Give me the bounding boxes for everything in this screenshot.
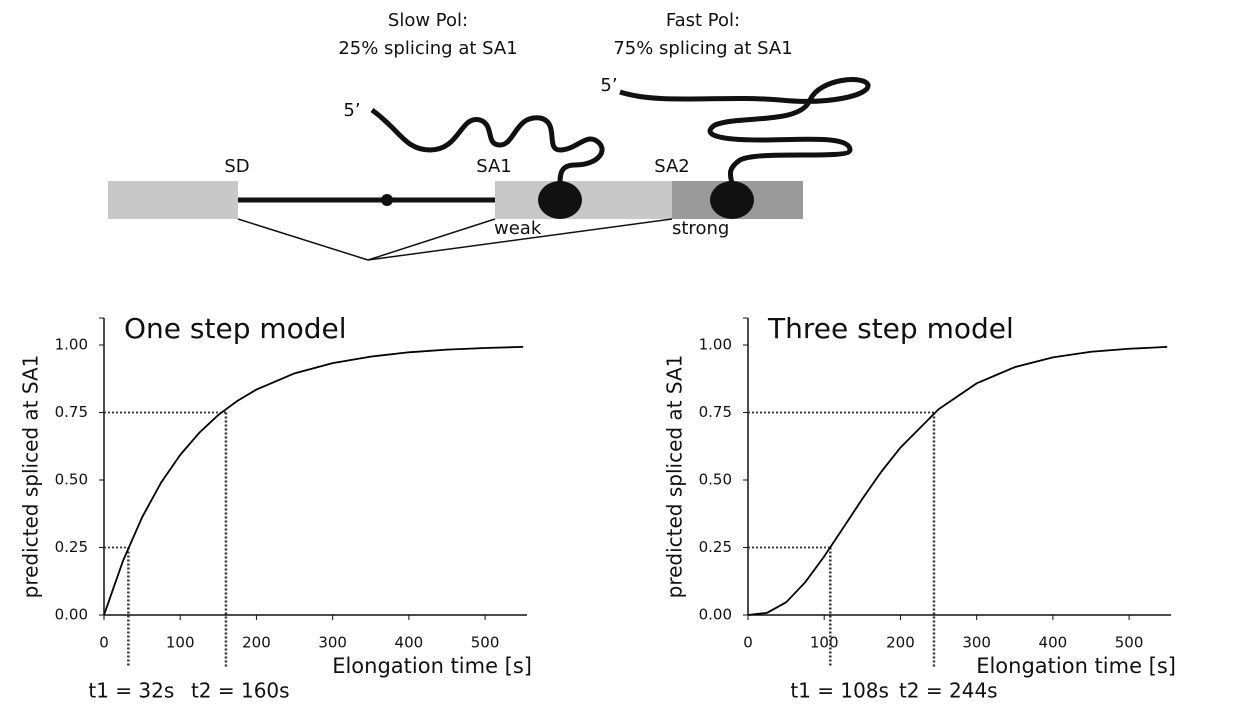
x-tick-label: 500 — [1115, 634, 1144, 652]
time-label: t1 = 108s — [790, 679, 889, 703]
y-tick-label: 1.00 — [55, 336, 88, 354]
branch-point — [381, 194, 393, 206]
pol-slow — [538, 181, 582, 219]
fast-title: Fast Pol: — [666, 10, 740, 31]
y-tick-label: 0.75 — [699, 403, 732, 421]
x-tick-label: 400 — [395, 634, 424, 652]
x-tick-label: 0 — [99, 634, 109, 652]
x-tick-label: 300 — [962, 634, 991, 652]
x-tick-label: 400 — [1039, 634, 1068, 652]
x-tick-label: 100 — [166, 634, 195, 652]
y-axis-label: predicted spliced at SA1 — [663, 355, 687, 599]
slow-text: 25% splicing at SA1 — [338, 38, 517, 59]
y-tick-label: 0.25 — [699, 538, 732, 556]
sa1-label: SA1 — [476, 156, 512, 177]
time-label: t1 = 32s — [88, 679, 174, 703]
splice-lines — [237, 218, 673, 261]
x-axis-label: Elongation time [s] — [976, 654, 1176, 678]
x-tick-label: 100 — [810, 634, 839, 652]
five-prime: 5’ — [600, 75, 617, 96]
time-label: t2 = 160s — [191, 679, 290, 703]
x-tick-label: 200 — [242, 634, 271, 652]
slow-title: Slow Pol: — [388, 10, 468, 31]
curve — [103, 345, 524, 616]
diagram: Slow Pol: 25% splicing at SA1 Fast Pol: … — [108, 10, 871, 261]
y-tick-label: 1.00 — [699, 336, 732, 354]
chart-title: One step model — [124, 312, 347, 345]
y-tick-label: 0.25 — [55, 538, 88, 556]
y-tick-label: 0.00 — [699, 606, 732, 624]
sa2-label: SA2 — [654, 156, 690, 177]
rna-fast — [619, 77, 871, 186]
y-tick-label: 0.00 — [55, 606, 88, 624]
y-tick-label: 0.50 — [699, 471, 732, 489]
y-tick-label: 0.75 — [55, 403, 88, 421]
strong-label: strong — [672, 218, 729, 239]
y-tick-label: 0.50 — [55, 471, 88, 489]
x-tick-label: 200 — [886, 634, 915, 652]
y-axis-label: predicted spliced at SA1 — [19, 355, 43, 599]
chart-title: Three step model — [767, 312, 1014, 345]
x-tick-label: 0 — [743, 634, 753, 652]
x-axis-label: Elongation time [s] — [332, 654, 532, 678]
x-tick-label: 300 — [318, 634, 347, 652]
exon-2 — [495, 181, 672, 219]
weak-label: weak — [494, 218, 542, 239]
curve — [747, 345, 1168, 616]
x-tick-label: 500 — [471, 634, 500, 652]
rna-slow — [370, 107, 605, 186]
exon-1 — [108, 181, 238, 219]
sd-label: SD — [224, 156, 249, 177]
pol-fast — [710, 181, 754, 219]
time-label: t2 = 244s — [899, 679, 998, 703]
fast-text: 75% splicing at SA1 — [613, 38, 792, 59]
five-prime: 5’ — [343, 100, 360, 121]
